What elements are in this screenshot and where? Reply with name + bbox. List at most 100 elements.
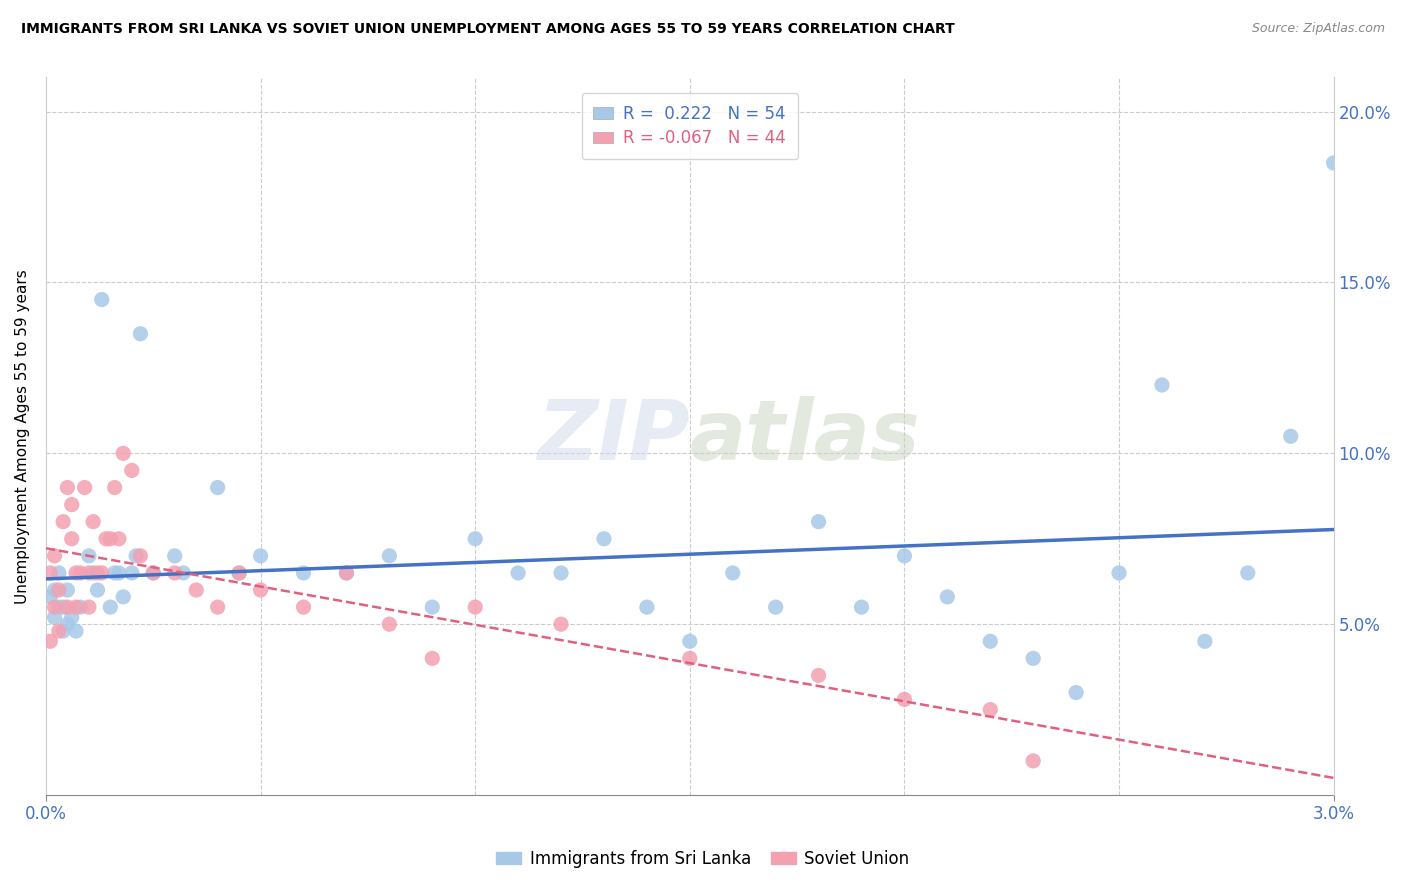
Point	[1323, 156, 1346, 170]
Point	[335, 566, 357, 580]
Point	[464, 532, 486, 546]
Point	[228, 566, 250, 580]
Point	[807, 515, 830, 529]
Point	[163, 549, 186, 563]
Point	[112, 590, 135, 604]
Point	[142, 566, 165, 580]
Point	[44, 600, 66, 615]
Point	[108, 532, 131, 546]
Y-axis label: Unemployment Among Ages 55 to 59 years: Unemployment Among Ages 55 to 59 years	[15, 268, 30, 604]
Point	[90, 293, 112, 307]
Point	[936, 590, 959, 604]
Point	[1279, 429, 1302, 443]
Point	[679, 651, 702, 665]
Point	[65, 566, 87, 580]
Point	[65, 600, 87, 615]
Point	[77, 549, 100, 563]
Point	[44, 610, 66, 624]
Point	[56, 600, 79, 615]
Point	[636, 600, 658, 615]
Point	[65, 624, 87, 638]
Point	[378, 617, 401, 632]
Point	[82, 515, 104, 529]
Point	[44, 582, 66, 597]
Point	[48, 582, 70, 597]
Point	[94, 532, 117, 546]
Point	[979, 703, 1001, 717]
Point	[163, 566, 186, 580]
Point	[82, 566, 104, 580]
Point	[550, 566, 572, 580]
Point	[77, 566, 100, 580]
Point	[335, 566, 357, 580]
Text: ZIP: ZIP	[537, 396, 690, 476]
Point	[69, 600, 91, 615]
Point	[98, 532, 121, 546]
Point	[378, 549, 401, 563]
Point	[979, 634, 1001, 648]
Point	[52, 600, 75, 615]
Point	[420, 651, 443, 665]
Point	[207, 600, 229, 615]
Point	[98, 600, 121, 615]
Point	[48, 600, 70, 615]
Point	[48, 566, 70, 580]
Point	[207, 481, 229, 495]
Point	[464, 600, 486, 615]
Point	[1064, 685, 1087, 699]
Point	[1236, 566, 1258, 580]
Point	[60, 498, 83, 512]
Point	[86, 582, 108, 597]
Point	[39, 590, 62, 604]
Point	[60, 610, 83, 624]
Point	[121, 566, 143, 580]
Point	[104, 566, 127, 580]
Point	[108, 566, 131, 580]
Point	[39, 634, 62, 648]
Point	[90, 566, 112, 580]
Point	[249, 582, 271, 597]
Point	[86, 566, 108, 580]
Point	[172, 566, 194, 580]
Point	[56, 617, 79, 632]
Point	[420, 600, 443, 615]
Point	[77, 600, 100, 615]
Point	[69, 566, 91, 580]
Legend: Immigrants from Sri Lanka, Soviet Union: Immigrants from Sri Lanka, Soviet Union	[489, 844, 917, 875]
Point	[807, 668, 830, 682]
Point	[52, 515, 75, 529]
Legend: R =  0.222   N = 54, R = -0.067   N = 44: R = 0.222 N = 54, R = -0.067 N = 44	[582, 93, 797, 159]
Point	[129, 549, 152, 563]
Text: Source: ZipAtlas.com: Source: ZipAtlas.com	[1251, 22, 1385, 36]
Point	[1022, 651, 1045, 665]
Point	[292, 566, 315, 580]
Point	[186, 582, 208, 597]
Point	[73, 481, 96, 495]
Point	[1194, 634, 1216, 648]
Point	[56, 481, 79, 495]
Text: atlas: atlas	[690, 396, 921, 476]
Point	[60, 532, 83, 546]
Point	[56, 582, 79, 597]
Point	[44, 549, 66, 563]
Point	[765, 600, 787, 615]
Point	[1022, 754, 1045, 768]
Point	[292, 600, 315, 615]
Point	[550, 617, 572, 632]
Point	[721, 566, 744, 580]
Text: IMMIGRANTS FROM SRI LANKA VS SOVIET UNION UNEMPLOYMENT AMONG AGES 55 TO 59 YEARS: IMMIGRANTS FROM SRI LANKA VS SOVIET UNIO…	[21, 22, 955, 37]
Point	[249, 549, 271, 563]
Point	[129, 326, 152, 341]
Point	[39, 566, 62, 580]
Point	[48, 624, 70, 638]
Point	[1150, 378, 1173, 392]
Point	[1108, 566, 1130, 580]
Point	[893, 549, 915, 563]
Point	[851, 600, 873, 615]
Point	[508, 566, 530, 580]
Point	[104, 481, 127, 495]
Point	[142, 566, 165, 580]
Point	[112, 446, 135, 460]
Point	[228, 566, 250, 580]
Point	[593, 532, 616, 546]
